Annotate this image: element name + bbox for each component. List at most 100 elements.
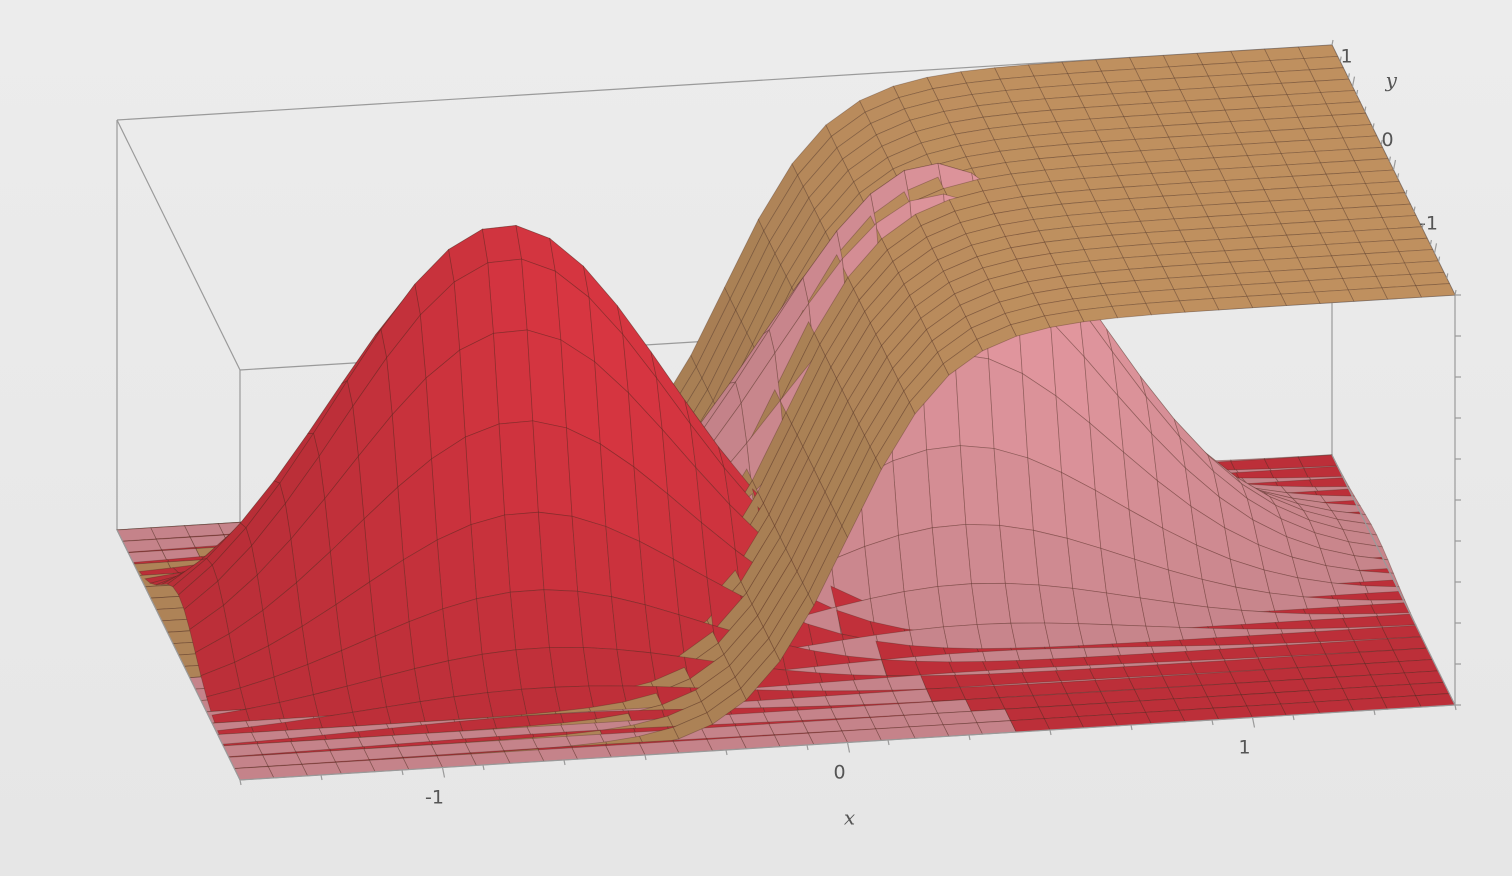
x-minor-tick bbox=[644, 754, 647, 761]
x-minor-tick bbox=[239, 779, 242, 786]
red-gaussian-patch bbox=[442, 598, 483, 662]
red-gaussian-patch bbox=[481, 649, 522, 694]
y-minor-tick bbox=[1405, 189, 1408, 196]
red-gaussian-patch bbox=[616, 648, 657, 687]
red-gaussian-patch bbox=[481, 225, 523, 264]
red-gaussian-patch bbox=[476, 591, 517, 655]
pink-gaussian-patch bbox=[926, 445, 967, 529]
y-minor-tick bbox=[1380, 139, 1383, 146]
pink-gaussian-patch bbox=[965, 523, 1006, 585]
y-tick-label: -1 bbox=[1419, 212, 1438, 234]
pink-gaussian-patch bbox=[931, 523, 972, 587]
y-tick bbox=[1433, 243, 1438, 254]
pink-gaussian-patch bbox=[988, 358, 1029, 459]
x-tick-label: 0 bbox=[833, 762, 845, 784]
x-tick bbox=[441, 767, 446, 778]
step-surface-patch bbox=[1347, 287, 1389, 302]
red-gaussian-patch bbox=[464, 423, 506, 526]
y-minor-tick bbox=[1356, 89, 1359, 96]
x-tick-label: -1 bbox=[425, 787, 444, 809]
pink-gaussian-patch bbox=[937, 583, 978, 628]
y-axis-label: y bbox=[1385, 68, 1398, 92]
x-minor-tick bbox=[887, 739, 890, 746]
x-minor-tick bbox=[725, 749, 728, 756]
pink-gaussian-patch bbox=[959, 445, 1001, 526]
x-minor-tick bbox=[320, 774, 323, 781]
step-surface-patch bbox=[1381, 285, 1422, 300]
step-surface-patch bbox=[773, 593, 815, 662]
red-gaussian-patch bbox=[577, 590, 618, 650]
y-minor-tick bbox=[1454, 289, 1457, 296]
box-edge bbox=[1331, 454, 1456, 706]
y-minor-tick bbox=[1339, 56, 1342, 62]
pink-gaussian-patch bbox=[954, 353, 995, 449]
step-surface-patch bbox=[1010, 315, 1051, 337]
pink-gaussian-patch bbox=[993, 447, 1034, 531]
y-minor-tick bbox=[1438, 256, 1441, 262]
x-tick-label: 1 bbox=[1238, 737, 1250, 759]
red-gaussian-patch bbox=[459, 332, 500, 438]
pink-gaussian-patch bbox=[1038, 584, 1079, 625]
step-surface-patch bbox=[976, 324, 1017, 352]
red-gaussian-patch bbox=[582, 646, 624, 687]
step-surface-patch bbox=[1178, 298, 1220, 313]
red-gaussian-patch bbox=[492, 329, 534, 425]
x-minor-tick bbox=[1292, 714, 1295, 721]
red-gaussian-patch bbox=[571, 515, 612, 598]
y-minor-tick bbox=[1446, 273, 1449, 279]
x-tick bbox=[1251, 717, 1256, 728]
y-tick bbox=[1351, 76, 1356, 87]
pink-gaussian-patch bbox=[897, 527, 939, 593]
red-gaussian-patch bbox=[453, 692, 494, 722]
axes: -1 0 1 x 1 0 -1 y bbox=[239, 39, 1461, 830]
x-tick bbox=[846, 742, 851, 753]
step-surface-patch bbox=[1145, 300, 1186, 316]
x-minor-tick bbox=[1454, 704, 1457, 711]
y-minor-tick bbox=[1364, 106, 1367, 112]
red-gaussian-patch bbox=[549, 646, 590, 688]
pink-gaussian-patch bbox=[971, 582, 1012, 625]
red-gaussian-patch bbox=[487, 688, 528, 719]
y-minor-tick bbox=[1388, 156, 1391, 162]
pink-gaussian-patch bbox=[903, 586, 944, 631]
step-surface-patch bbox=[1212, 295, 1254, 311]
y-minor-tick bbox=[1397, 173, 1400, 179]
step-surface-patch bbox=[1111, 302, 1152, 319]
pink-gaussian-patch bbox=[976, 622, 1017, 653]
step-surface-patch bbox=[1415, 283, 1456, 298]
surfaces bbox=[116, 44, 1456, 781]
x-minor-tick bbox=[968, 734, 971, 741]
pink-gaussian-patch bbox=[892, 449, 933, 536]
red-gaussian-patch bbox=[498, 420, 539, 516]
x-minor-tick bbox=[401, 769, 404, 776]
red-gaussian-patch bbox=[526, 329, 567, 429]
y-minor-tick bbox=[1347, 73, 1350, 79]
step-surface-patch bbox=[942, 338, 984, 376]
x-minor-tick bbox=[1211, 719, 1214, 726]
x-minor-tick bbox=[806, 744, 809, 751]
x-minor-tick bbox=[1130, 724, 1133, 731]
red-gaussian-patch bbox=[504, 511, 545, 593]
step-surface-patch bbox=[672, 712, 714, 740]
step-surface-patch bbox=[1246, 293, 1287, 309]
step-surface-patch bbox=[807, 525, 848, 607]
red-gaussian-patch bbox=[925, 687, 967, 702]
step-surface-patch bbox=[875, 401, 916, 471]
y-minor-tick bbox=[1331, 39, 1334, 46]
x-minor-tick bbox=[563, 759, 566, 766]
red-gaussian-patch bbox=[436, 523, 477, 610]
pink-gaussian-patch bbox=[1072, 587, 1113, 626]
step-surface-patch bbox=[1313, 289, 1355, 304]
step-surface-patch bbox=[908, 363, 950, 415]
x-axis-label: x bbox=[844, 806, 855, 830]
y-tick-label: 0 bbox=[1381, 129, 1393, 151]
y-minor-tick bbox=[1372, 123, 1375, 129]
pink-gaussian-patch bbox=[1010, 622, 1051, 651]
box-edge bbox=[116, 529, 241, 781]
red-gaussian-patch bbox=[515, 647, 556, 690]
y-minor-tick bbox=[1429, 239, 1432, 246]
red-gaussian-patch bbox=[880, 659, 922, 677]
x-minor-tick bbox=[1373, 709, 1376, 716]
step-surface-patch bbox=[1280, 291, 1321, 306]
red-gaussian-patch bbox=[414, 660, 455, 703]
